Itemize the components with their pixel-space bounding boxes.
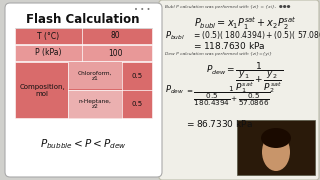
Bar — [237, 120, 315, 175]
FancyBboxPatch shape — [5, 3, 162, 177]
Ellipse shape — [261, 128, 291, 148]
Text: $= \dfrac{1}{\dfrac{0.5}{180.4394} + \dfrac{0.5}{57.0866}}$: $= \dfrac{1}{\dfrac{0.5}{180.4394} + \df… — [185, 84, 271, 107]
FancyBboxPatch shape — [159, 0, 319, 180]
Text: Bubl P calculation was performed with {zi} = {xi},  ●●●: Bubl P calculation was performed with {z… — [165, 5, 291, 9]
Text: $= 86.7330\ \mathrm{kPa}$: $= 86.7330\ \mathrm{kPa}$ — [185, 118, 253, 129]
Text: 100: 100 — [108, 48, 122, 57]
Text: $= 118.7630\ \mathrm{kPa}$: $= 118.7630\ \mathrm{kPa}$ — [192, 40, 266, 51]
Text: $P_{dew}$: $P_{dew}$ — [165, 84, 184, 96]
Text: $P_{dew} = \dfrac{1}{\dfrac{y_1}{P_1^{sat}} + \dfrac{y_2}{P_2^{sat}}}$: $P_{dew} = \dfrac{1}{\dfrac{y_1}{P_1^{sa… — [206, 60, 284, 94]
Text: n-Heptane,
z2: n-Heptane, z2 — [79, 99, 111, 109]
Text: T (°C): T (°C) — [37, 31, 59, 40]
Text: $P_{bubl} = x_1 P_1^{sat} + x_2 P_2^{sat}$: $P_{bubl} = x_1 P_1^{sat} + x_2 P_2^{sat… — [194, 15, 296, 32]
Text: $= (0.5)(\ 180.4394) + (0.5)(\ 57.0866)$: $= (0.5)(\ 180.4394) + (0.5)(\ 57.0866)$ — [192, 29, 320, 41]
Bar — [15, 45, 152, 61]
Text: Chloroform,
z1: Chloroform, z1 — [78, 71, 112, 81]
Bar — [68, 62, 122, 89]
Bar — [68, 90, 122, 118]
Text: 80: 80 — [110, 31, 120, 40]
Text: Dew P calculation was performed with {zi}={yi}: Dew P calculation was performed with {zi… — [165, 52, 272, 56]
Text: Composition,
mol: Composition, mol — [19, 84, 65, 96]
Text: 0.5: 0.5 — [132, 73, 143, 79]
Ellipse shape — [262, 133, 290, 171]
Bar — [15, 62, 152, 118]
Text: $P_{bubl}$: $P_{bubl}$ — [165, 29, 185, 42]
Text: $P_{bubble} < P < P_{dew}$: $P_{bubble} < P < P_{dew}$ — [40, 137, 126, 151]
Text: 0.5: 0.5 — [132, 101, 143, 107]
Text: Flash Calculation: Flash Calculation — [26, 13, 140, 26]
Bar — [15, 28, 152, 44]
Bar — [15, 120, 152, 168]
Text: • • •: • • • — [134, 7, 151, 13]
Text: P (kPa): P (kPa) — [35, 48, 61, 57]
